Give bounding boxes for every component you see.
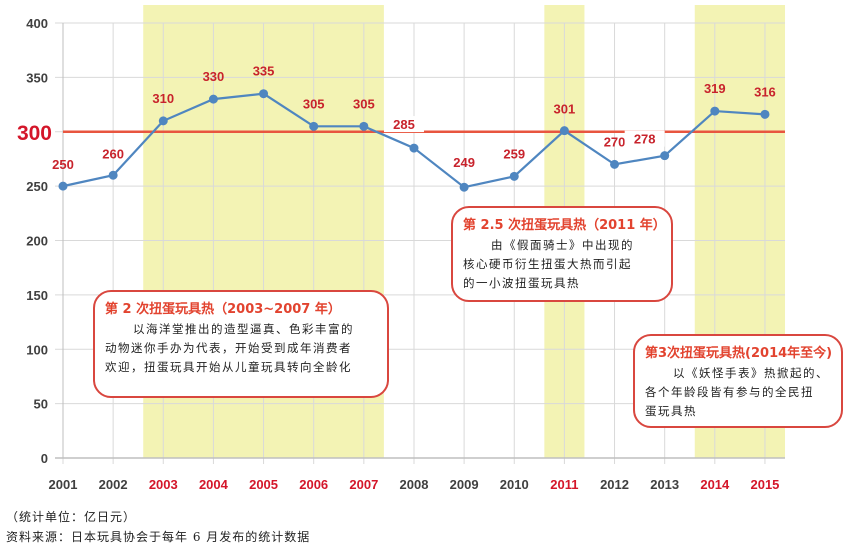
value-label: 278 — [634, 132, 656, 147]
data-point — [660, 151, 670, 161]
data-point — [108, 170, 118, 180]
value-label: 305 — [353, 96, 375, 111]
data-point — [559, 126, 569, 136]
data-point — [58, 181, 68, 191]
data-point — [610, 159, 620, 169]
y-tick-label: 350 — [26, 70, 48, 85]
y-tick-label: 50 — [34, 397, 48, 412]
x-tick-label: 2013 — [650, 477, 679, 492]
x-tick-label: 2010 — [500, 477, 529, 492]
reference-line-label: 300 — [17, 122, 52, 145]
value-label: 250 — [52, 157, 74, 172]
value-labels: 250 260 310 330 335 305 305 285 249 259 301 270 278 3… — [52, 64, 776, 172]
data-point — [158, 116, 168, 126]
value-label: 260 — [102, 146, 124, 161]
unit-note: （统计单位：亿日元） — [6, 510, 137, 524]
callout-title: 第 2 次扭蛋玩具热（2003~2007 年） — [105, 302, 341, 317]
x-tick-label: 2014 — [700, 477, 730, 492]
x-tick-label: 2002 — [99, 477, 128, 492]
callout-body: 由《假面骑士》中出现的 核心硬币衍生扭蛋大热而引起 的一小波扭蛋玩具热 — [463, 238, 634, 290]
callout-body: 以《妖怪手表》热掀起的、 各个年龄段皆有参与的全民扭 蛋玩具热 — [645, 366, 829, 418]
callout-title: 第 2.5 次扭蛋玩具热（2011 年） — [463, 218, 666, 233]
x-tick-label: 2003 — [149, 477, 178, 492]
y-tick-label: 100 — [26, 342, 48, 357]
x-tick-label: 2005 — [249, 477, 278, 492]
value-label: 316 — [754, 84, 776, 99]
value-label: 259 — [503, 146, 525, 161]
data-point — [459, 182, 469, 192]
data-point — [309, 121, 319, 131]
x-tick-label: 2001 — [49, 477, 78, 492]
data-point — [409, 143, 419, 153]
value-label: 335 — [253, 64, 275, 79]
y-tick-label: 400 — [26, 16, 48, 31]
x-tick-label: 2008 — [400, 477, 429, 492]
callout-boom-3: 第3次扭蛋玩具热(2014年至今) 以《妖怪手表》热掀起的、 各个年龄段皆有参与… — [633, 334, 843, 428]
callout-body: 以海洋堂推出的造型逼真、色彩丰富的 动物迷你手办为代表，开始受到成年消费者 欢迎… — [105, 322, 354, 374]
source-note: 资料来源：日本玩具协会于每年 6 月发布的统计数据 — [6, 530, 311, 544]
data-point — [208, 94, 218, 104]
x-tick-label: 2006 — [299, 477, 328, 492]
x-tick-label: 2004 — [199, 477, 229, 492]
value-label: 330 — [203, 69, 225, 84]
data-point — [710, 106, 720, 116]
x-tick-label: 2015 — [750, 477, 779, 492]
value-label: 249 — [453, 155, 475, 170]
value-label: 301 — [554, 102, 576, 117]
data-point — [259, 89, 269, 99]
value-label: 305 — [303, 96, 325, 111]
data-point — [509, 171, 519, 181]
x-axis: 2001 2002 2003 2004 2005 2006 2007 2008 2009 2010… — [49, 457, 785, 492]
x-tick-label: 2009 — [450, 477, 479, 492]
y-tick-label: 150 — [26, 288, 48, 303]
callout-boom-2: 第 2 次扭蛋玩具热（2003~2007 年） 以海洋堂推出的造型逼真、色彩丰富… — [93, 290, 389, 398]
y-tick-label: 0 — [41, 451, 48, 466]
x-tick-label: 2012 — [600, 477, 629, 492]
x-tick-label: 2011 — [550, 477, 578, 492]
value-label: 310 — [152, 91, 174, 106]
data-point — [760, 109, 770, 119]
y-tick-label: 200 — [26, 234, 48, 249]
value-label: 319 — [704, 81, 726, 96]
y-axis: 0 50 100 150 200 250 350 400 — [26, 16, 64, 466]
value-label: 270 — [604, 134, 626, 149]
x-tick-label: 2007 — [349, 477, 378, 492]
callout-boom-2-5: 第 2.5 次扭蛋玩具热（2011 年） 由《假面骑士》中出现的 核心硬币衍生扭… — [451, 206, 673, 302]
callout-title: 第3次扭蛋玩具热(2014年至今) — [645, 346, 833, 361]
data-point — [359, 121, 369, 131]
y-tick-label: 250 — [26, 179, 48, 194]
data-series — [58, 89, 770, 192]
value-label: 285 — [393, 117, 415, 132]
